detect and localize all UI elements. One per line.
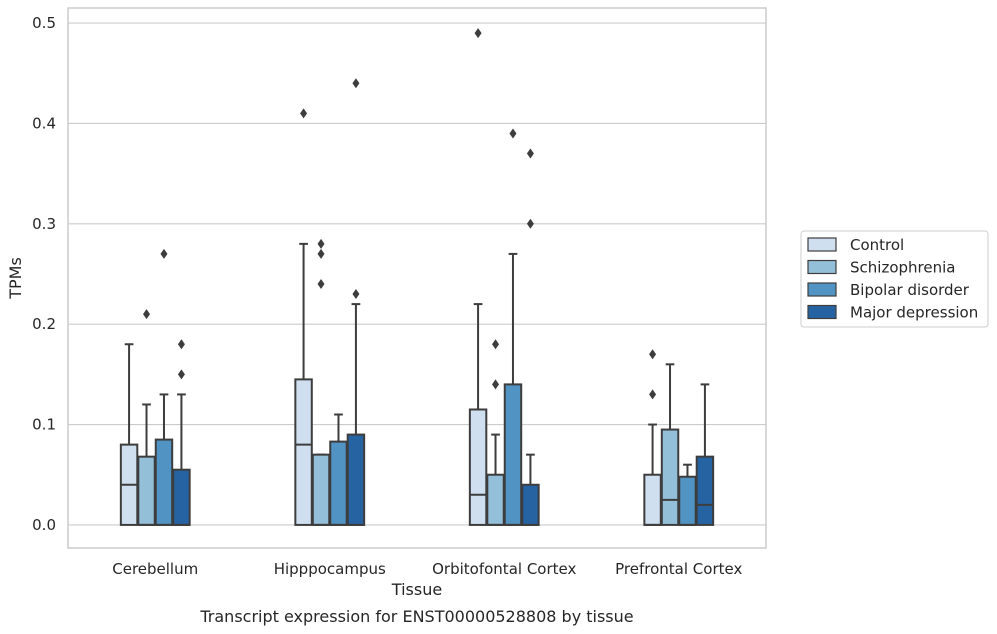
x-tick-labels: Cerebellum Hipppocampus Orbitofontal Corte… bbox=[112, 560, 742, 578]
legend-swatch bbox=[807, 304, 837, 320]
legend-swatch bbox=[807, 259, 837, 275]
box-3-2 bbox=[678, 463, 697, 526]
box-rect bbox=[521, 483, 540, 526]
box-1-0 bbox=[294, 108, 313, 526]
box-rect bbox=[468, 408, 488, 526]
outlier-point bbox=[526, 218, 534, 229]
box-2-2 bbox=[503, 128, 523, 526]
outlier-point bbox=[474, 28, 482, 39]
y-axis-title: TPMs bbox=[6, 257, 25, 300]
box-rect bbox=[660, 428, 680, 526]
outlier-point bbox=[352, 289, 360, 300]
legend: Control Schizophrenia Bipolar disorder Majo… bbox=[800, 230, 989, 328]
y-tick-labels: 0.0 0.1 0.2 0.3 0.4 0.5 bbox=[32, 14, 56, 534]
outlier-point bbox=[649, 349, 657, 360]
outlier-point bbox=[492, 379, 500, 390]
y-tick-label: 0.0 bbox=[32, 516, 56, 534]
outlier-point bbox=[177, 369, 185, 380]
box-1-2 bbox=[329, 413, 348, 526]
box-rect bbox=[486, 473, 505, 526]
outlier-point bbox=[143, 309, 151, 320]
box-rect bbox=[678, 475, 697, 526]
legend-label: Bipolar disorder bbox=[850, 281, 970, 299]
box-2-1 bbox=[486, 339, 505, 526]
x-tick-label: Hipppocampus bbox=[274, 560, 386, 578]
box-rect bbox=[172, 468, 191, 526]
box-0-1 bbox=[137, 309, 156, 526]
outlier-point bbox=[177, 339, 185, 350]
box-3-3 bbox=[695, 383, 715, 526]
box-rect bbox=[695, 455, 715, 526]
outlier-point bbox=[509, 128, 517, 139]
box-0-0 bbox=[119, 343, 139, 526]
legend-swatch bbox=[807, 282, 837, 297]
box-1-1 bbox=[311, 238, 331, 526]
legend-label: Major depression bbox=[850, 304, 978, 322]
x-axis-title: Tissue bbox=[391, 580, 442, 599]
box-2-3 bbox=[521, 148, 540, 526]
x-tick-label: Cerebellum bbox=[112, 560, 198, 578]
outlier-point bbox=[649, 389, 657, 400]
legend-label: Control bbox=[850, 236, 904, 254]
box-rect bbox=[346, 433, 366, 526]
chart-caption: Transcript expression for ENST0000052880… bbox=[199, 607, 633, 626]
outlier-point bbox=[352, 78, 360, 89]
legend-frame bbox=[800, 230, 989, 328]
outlier-point bbox=[317, 279, 325, 290]
y-tick-label: 0.3 bbox=[32, 215, 56, 233]
box-rect bbox=[154, 438, 174, 526]
outlier-point bbox=[492, 339, 500, 350]
box-rect bbox=[503, 383, 523, 526]
y-tick-label: 0.2 bbox=[32, 315, 56, 333]
plot-area bbox=[67, 7, 767, 549]
box-0-2 bbox=[154, 248, 174, 526]
legend-label: Schizophrenia bbox=[850, 259, 955, 277]
box-rect bbox=[311, 453, 331, 526]
outlier-point bbox=[160, 248, 168, 259]
box-rect bbox=[329, 440, 348, 526]
y-tick-label: 0.5 bbox=[32, 14, 56, 32]
y-tick-label: 0.1 bbox=[32, 416, 56, 434]
x-tick-label: Prefrontal Cortex bbox=[615, 560, 742, 578]
box-rect bbox=[137, 455, 156, 526]
outlier-point bbox=[300, 108, 308, 119]
outlier-point bbox=[526, 148, 534, 159]
box-rect bbox=[643, 473, 662, 526]
outlier-point bbox=[317, 248, 325, 259]
box-3-0 bbox=[643, 349, 662, 526]
y-tick-label: 0.4 bbox=[32, 114, 56, 132]
legend-swatch bbox=[807, 237, 837, 252]
box-1-3 bbox=[346, 78, 366, 526]
box-0-3 bbox=[172, 339, 191, 526]
box-rect bbox=[294, 378, 313, 526]
box-2-0 bbox=[468, 28, 488, 526]
boxes-layer bbox=[119, 28, 715, 526]
x-tick-label: Orbitofontal Cortex bbox=[432, 560, 576, 578]
outlier-point bbox=[317, 238, 325, 249]
